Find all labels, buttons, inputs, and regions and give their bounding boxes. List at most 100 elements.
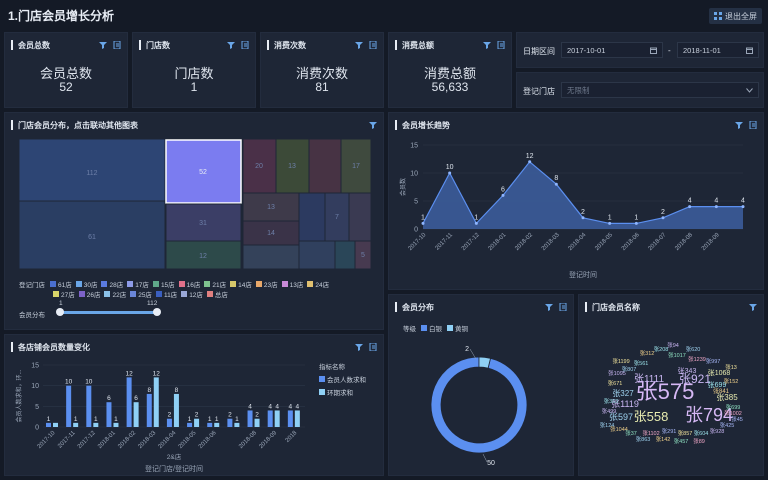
store-member-change-panel: 各店铺会员数量变化 0 5 10 15 1 10 10 6 12 8 2 1 1 2 4 4 4 1 1 1 6 12 8 2… [4,334,384,476]
bar [86,385,92,427]
legend-item[interactable]: 11店 [155,289,177,299]
filter-icon[interactable] [227,41,235,49]
legend-item[interactable]: 环期求和 [319,387,366,397]
filter-icon[interactable] [545,303,553,311]
word: 张142 [656,435,671,443]
treemap-label: 20 [255,163,263,170]
legend-item[interactable]: 白银 [421,323,442,333]
data-label: 1 [215,416,219,423]
y-tick-label: 15 [31,363,39,370]
word: 张575 [636,379,695,404]
legend-item[interactable]: 21店 [204,279,226,289]
data-point [688,205,692,209]
legend-item[interactable]: 27店 [53,289,75,299]
legend-item[interactable]: 16店 [178,279,200,289]
panel-title: 门店会员分布，点击联动其他图表 [18,120,138,130]
treemap-chart[interactable]: 112 61 52 31 12 20 13 17 13 14 7 5 [19,139,371,269]
data-point [474,221,478,225]
legend-title: 等级 [403,326,416,333]
export-icon[interactable] [241,41,249,49]
data-label: 1 [474,214,478,221]
legend-item[interactable]: 25店 [130,289,152,299]
x-tick-label: 2018-09 [701,232,721,252]
kpi-title: 门店数 [146,40,170,50]
date-end-input[interactable]: 2018-11-01 [677,42,759,58]
legend-item[interactable]: 61店 [50,279,72,289]
filter-icon[interactable] [735,121,743,129]
level-donut-chart[interactable]: 2 50 [391,335,571,475]
legend-item[interactable]: 28店 [101,279,123,289]
export-icon[interactable] [497,41,505,49]
kpi-title: 会员总数 [18,40,50,50]
slider-track[interactable] [59,311,157,314]
bar [187,422,193,427]
treemap-label: 5 [361,252,365,259]
export-icon[interactable] [559,303,567,311]
treemap-cell [340,139,371,194]
word: 张857 [678,429,693,437]
word: 张45 [731,415,743,423]
panel-title: 会员分布 [402,302,434,312]
panel-title: 会员增长趋势 [402,120,450,130]
growth-trend-panel: 会员增长趋势 0 5 10 15 1 10 1 6 12 8 2 1 1 2 4 4 4 2017-10 2017-… [388,112,764,290]
export-icon[interactable] [369,343,377,351]
store-select[interactable]: 无限制 [561,82,759,98]
filter-icon[interactable] [355,343,363,351]
x-tick-label: 2017-12 [461,232,481,252]
data-label: 8 [554,175,558,182]
word: 张343 [678,366,697,375]
date-start-input[interactable]: 2017-10-01 [561,42,663,58]
legend-title: 登记门店 [19,282,45,289]
exit-fullscreen-label: 退出全屏 [725,11,757,21]
filter-icon[interactable] [749,303,757,311]
treemap-cell [242,244,300,269]
legend-item[interactable]: 26店 [78,289,100,299]
y-tick-label: 0 [414,227,418,234]
x-tick-label: 2018-08 [238,430,258,450]
data-label: 1 [608,214,612,221]
kpi-panel-members: 会员总数 会员总数 52 [4,32,128,108]
exit-fullscreen-button[interactable]: 退出全屏 [709,8,762,24]
legend-item[interactable]: 17店 [127,279,149,289]
filter-icon[interactable] [99,41,107,49]
bar [66,385,72,427]
export-icon[interactable] [369,41,377,49]
treemap-legend-row: 27店 26店 22店 25店 11店 12店 总店 [53,289,228,299]
legend-item[interactable]: 黄铜 [447,323,468,333]
data-point [501,193,505,197]
legend-item[interactable]: 15店 [152,279,175,289]
word: 张997 [706,357,721,365]
legend-item[interactable]: 24店 [307,279,329,289]
data-label: 4 [688,198,692,205]
legend-item[interactable]: 23店 [255,279,278,289]
bar-legend: 指标名称 会员人数求和 环期求和 [319,361,366,397]
bar [207,422,213,427]
bar [234,422,240,427]
export-icon[interactable] [749,121,757,129]
legend-item[interactable]: 12店 [181,289,203,299]
x-tick-label: 2018-02 [117,430,137,450]
word: 张807 [622,365,637,373]
x-tick-label: 2018-03 [137,430,157,450]
export-icon[interactable] [113,41,121,49]
bar [194,418,200,427]
data-label: 4 [268,403,272,410]
legend-item[interactable]: 30店 [75,279,97,289]
legend-item[interactable]: 总店 [206,289,228,299]
filter-icon[interactable] [483,41,491,49]
legend-item[interactable]: 14店 [230,279,252,289]
bar [133,402,139,427]
treemap-cell [348,192,371,242]
data-label: 4 [741,198,745,205]
slider-handle-max[interactable] [153,308,161,316]
legend-item[interactable]: 会员人数求和 [319,374,366,384]
filter-icon[interactable] [369,121,377,129]
slider-handle-min[interactable] [56,308,64,316]
filter-icon[interactable] [355,41,363,49]
legend-item[interactable]: 13店 [281,279,303,289]
word: 张1044 [610,425,628,433]
legend-item[interactable]: 22店 [104,289,126,299]
